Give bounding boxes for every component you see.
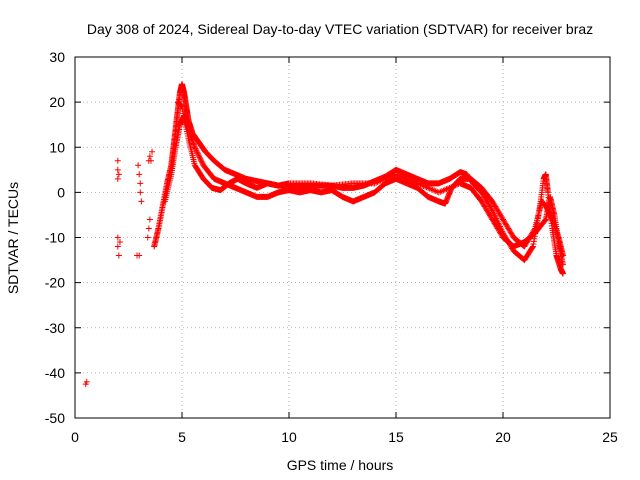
y-axis-title: SDTVAR / TECUs <box>5 182 21 294</box>
y-tick-label: -50 <box>45 410 65 426</box>
data-point <box>115 171 122 178</box>
data-point <box>135 162 142 169</box>
y-tick-label: 10 <box>49 139 65 155</box>
data-point <box>145 225 152 232</box>
data-point <box>559 270 566 277</box>
data-point <box>194 150 201 157</box>
data-point <box>191 144 198 151</box>
x-tick-label: 25 <box>602 429 618 445</box>
data-point <box>114 234 121 241</box>
y-tick-label: 20 <box>49 94 65 110</box>
x-axis-title: GPS time / hours <box>287 457 394 473</box>
data-point <box>197 157 204 164</box>
chart-title: Day 308 of 2024, Sidereal Day-to-day VTE… <box>87 21 593 37</box>
data-point <box>199 159 206 166</box>
data-point <box>114 166 121 173</box>
data-point <box>115 252 122 259</box>
data-point <box>195 151 202 158</box>
y-tick-label: -30 <box>45 320 65 336</box>
data-point <box>146 153 153 160</box>
x-tick-label: 5 <box>178 429 186 445</box>
data-point <box>136 252 143 259</box>
data-point <box>194 149 201 156</box>
data-point <box>193 148 200 155</box>
y-tick-label: -10 <box>45 230 65 246</box>
y-tick-label: -20 <box>45 275 65 291</box>
data-point <box>146 216 153 223</box>
data-point <box>144 234 151 241</box>
x-tick-label: 0 <box>71 429 79 445</box>
x-tick-label: 10 <box>281 429 297 445</box>
y-tick-label: 30 <box>49 49 65 65</box>
axis-ticks: 0 5 10 15 20 25 -50 -40 -30 -20 -10 0 10 20 30 <box>45 49 618 445</box>
x-tick-label: 15 <box>388 429 404 445</box>
data-point <box>83 378 90 385</box>
data-point <box>137 189 144 196</box>
data-points <box>82 81 566 388</box>
data-point <box>138 198 145 205</box>
data-point <box>116 239 123 246</box>
x-tick-label: 20 <box>495 429 511 445</box>
data-point <box>147 157 154 164</box>
data-point <box>114 243 121 250</box>
data-point <box>114 175 121 182</box>
data-point <box>137 180 144 187</box>
data-point <box>542 217 549 224</box>
y-tick-label: -40 <box>45 365 65 381</box>
data-point <box>196 154 203 161</box>
data-point <box>197 155 204 162</box>
data-point <box>198 158 205 165</box>
data-point <box>559 261 566 268</box>
y-tick-label: 0 <box>57 184 65 200</box>
data-point <box>136 171 143 178</box>
data-point <box>114 157 121 164</box>
data-point <box>149 148 156 155</box>
data-point <box>529 244 536 251</box>
data-point <box>196 153 203 160</box>
data-point <box>192 145 199 152</box>
